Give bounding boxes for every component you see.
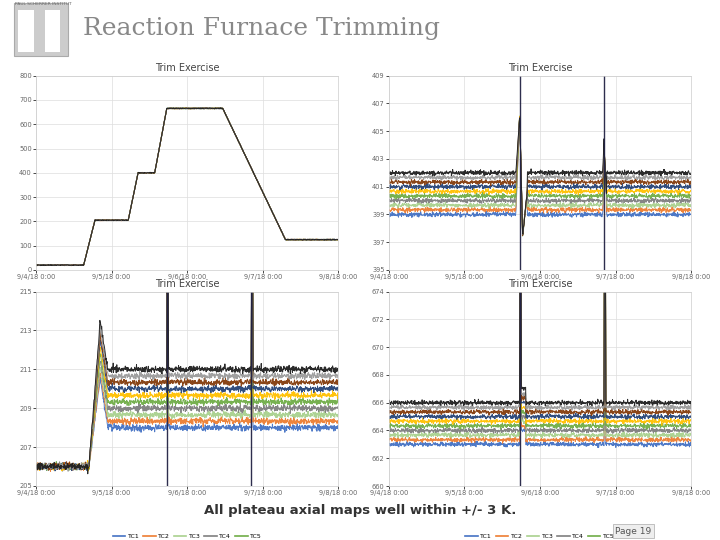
Bar bbox=[18, 10, 34, 52]
Title: Trim Exercise: Trim Exercise bbox=[155, 63, 220, 73]
Legend: TC6, TC7, TC8, TC9, TC10: TC6, TC7, TC8, TC9, TC10 bbox=[461, 334, 619, 345]
Legend: TC6, TC7, TC8, TC9, TC10: TC6, TC7, TC8, TC9, TC10 bbox=[108, 334, 266, 345]
Bar bbox=[14, 3, 68, 56]
Text: All plateau axial maps well within +/- 3 K.: All plateau axial maps well within +/- 3… bbox=[204, 504, 516, 517]
Title: Trim Exercise: Trim Exercise bbox=[508, 279, 572, 289]
Text: Reaction Furnace Trimming: Reaction Furnace Trimming bbox=[83, 17, 440, 40]
Text: Page 19: Page 19 bbox=[616, 526, 652, 536]
Bar bbox=[45, 10, 60, 52]
Title: Trim Exercise: Trim Exercise bbox=[155, 279, 220, 289]
Title: Trim Exercise: Trim Exercise bbox=[508, 63, 572, 73]
Text: PAUL SCHERRER INSTITUT: PAUL SCHERRER INSTITUT bbox=[15, 2, 72, 6]
